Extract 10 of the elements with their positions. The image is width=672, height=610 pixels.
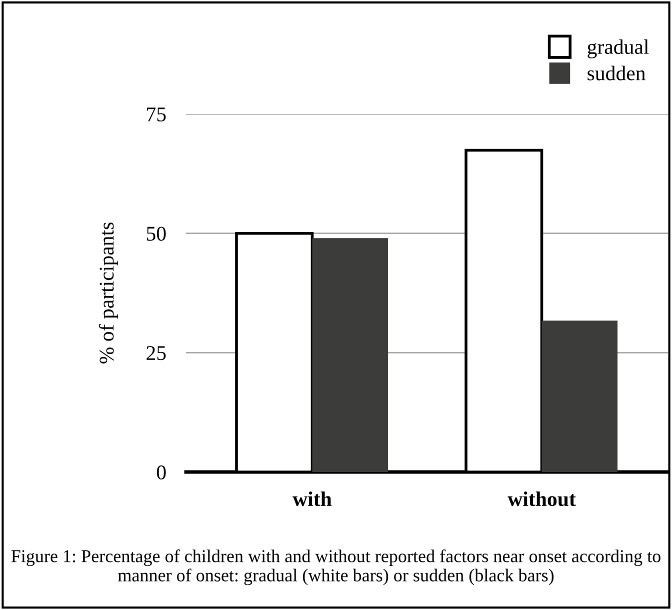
y-tick-label: 0 (156, 465, 166, 480)
x-tick-label: without (508, 491, 576, 506)
legend-label: gradual (588, 39, 649, 58)
y-tick-label: 75 (147, 108, 166, 122)
y-tick-label: 50 (146, 226, 166, 241)
caption: Figure 1: Percentage of children with and without reported factors near onset according to manner of onset: gradual (white bars) or sudden (black bars) (11, 549, 660, 586)
legend-label: sudden (588, 66, 646, 80)
x-tick-label: with (292, 491, 332, 506)
y-tick-label: 25 (146, 346, 166, 360)
y-axis-title: % of participants (98, 222, 118, 364)
